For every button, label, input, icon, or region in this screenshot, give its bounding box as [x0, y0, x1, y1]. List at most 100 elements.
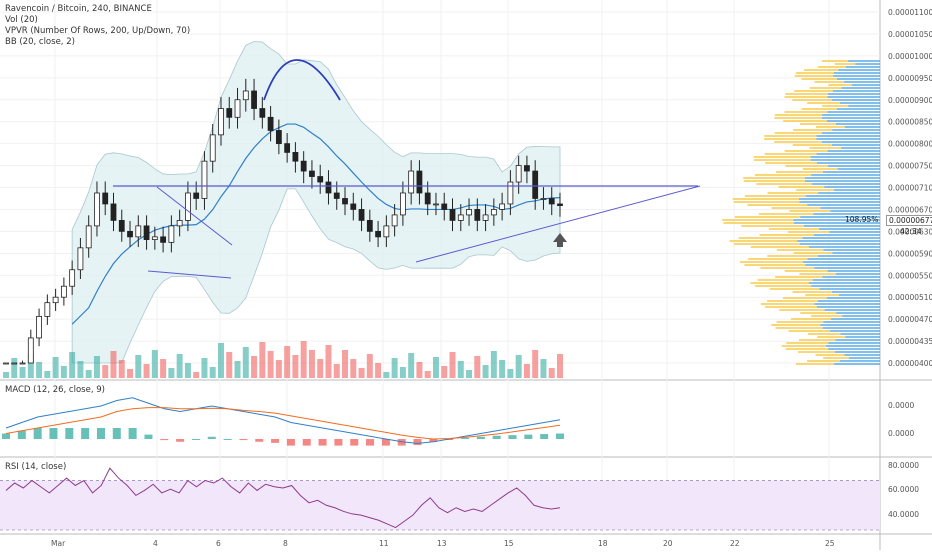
candle-body [209, 134, 216, 162]
vpvr-bar-down [767, 255, 819, 257]
vpvr-bar-down [795, 72, 834, 74]
volume-bar [292, 355, 299, 378]
vpvr-bar-up [798, 198, 880, 200]
vpvr-bar-down [797, 351, 835, 353]
vpvr-bar-down [739, 261, 803, 263]
volume-bar [151, 350, 158, 378]
price-tick-label: 0.00000510 [888, 293, 932, 302]
vpvr-bar-up [833, 189, 880, 191]
vpvr-bar-up [803, 225, 880, 227]
candle-body [532, 170, 539, 199]
candle-body [11, 362, 18, 365]
vpvr-bar-up [837, 168, 880, 170]
volume-bar [358, 368, 365, 378]
vpvr-bar-down [792, 291, 832, 293]
bb-indicator-label[interactable]: BB (20, close, 2) [5, 37, 75, 47]
candle-body [350, 203, 357, 210]
macd-histogram-bar [65, 428, 74, 439]
candle-body [226, 108, 233, 118]
candle-body [267, 116, 274, 131]
vpvr-bar-down [794, 75, 834, 77]
vpvr-bar-down [774, 132, 823, 134]
rsi-label[interactable]: RSI (14, close) [5, 462, 67, 472]
vpvr-bar-up [841, 147, 880, 149]
macd-histogram-bar [255, 439, 264, 442]
volume-bar [77, 361, 84, 378]
vpvr-bar-up [822, 132, 880, 134]
vpvr-bar-up [808, 282, 880, 284]
vpvr-bar-down [750, 282, 809, 284]
macd-label[interactable]: MACD (12, 26, close, 9) [5, 385, 105, 395]
volume-bar [333, 364, 340, 378]
vpvr-bar-up [836, 108, 880, 110]
macd-histogram-bar [350, 439, 359, 446]
vol-indicator-label[interactable]: Vol (20) [5, 15, 38, 25]
macd-tick-label: 0.0000 [888, 429, 914, 438]
price-tick-label: 0.00000710 [888, 184, 932, 193]
vpvr-bar-down [771, 207, 821, 209]
vpvr-bar-down [753, 156, 811, 158]
volume-bar [127, 369, 134, 378]
candle-body [399, 192, 406, 216]
vpvr-bar-down [748, 258, 808, 260]
time-tick-label: 11 [379, 539, 389, 548]
vpvr-bar-down [805, 294, 839, 296]
vpvr-bar-down [767, 300, 818, 302]
candle-body [193, 192, 200, 199]
vpvr-bar-down [784, 96, 828, 98]
candle-body [27, 337, 34, 364]
volume-bar [160, 359, 167, 378]
vpvr-bar-down [784, 111, 828, 113]
rsi-line [5, 467, 561, 529]
vpvr-bar-down [741, 225, 804, 227]
vpvr-bar-up [824, 186, 880, 188]
candle-body [408, 170, 415, 194]
price-tick-label: 0.00000630 [888, 227, 932, 236]
volume-bar [532, 350, 539, 378]
vpvr-bar-down [784, 270, 828, 272]
vpvr-bar-up [813, 234, 880, 236]
volume-bar [209, 367, 216, 378]
vpvr-bar-down [764, 138, 817, 140]
volume-bar [234, 361, 241, 378]
vpvr-bar-up [829, 330, 880, 332]
vpvr-bar-up [828, 165, 880, 167]
vpvr-bar-up [805, 264, 880, 266]
vpvr-bar-down [817, 336, 846, 338]
price-tick-label: 0.00001050 [888, 30, 932, 39]
vpvr-bar-up [833, 363, 880, 365]
vpvr-bar-up [835, 339, 880, 341]
candle-body [151, 236, 158, 241]
vpvr-bar-up [821, 141, 880, 143]
macd-histogram-bar [334, 439, 343, 446]
vpvr-bar-up [848, 357, 880, 359]
price-tick-label: 0.00000950 [888, 74, 932, 83]
candle-body [284, 143, 291, 153]
volume-bar [69, 352, 76, 378]
vpvr-bar-down [738, 237, 803, 239]
vpvr-bar-down [807, 333, 841, 335]
vpvr-bar-down [814, 81, 844, 83]
time-tick-label: 22 [730, 539, 740, 548]
candle-body [69, 269, 76, 287]
vpvr-indicator-label[interactable]: VPVR (Number Of Rows, 200, Up/Down, 70) [5, 26, 191, 36]
candle-body [259, 108, 266, 118]
rsi-tick-label: 40.0000 [888, 510, 919, 519]
volume-bar [375, 363, 382, 378]
vpvr-bar-down [747, 204, 808, 206]
candle-body [366, 220, 373, 232]
macd-histogram-bar [81, 428, 90, 439]
candle-body [325, 181, 332, 194]
countdown-tag: 42:34 [900, 227, 922, 236]
vpvr-bar-up [831, 144, 880, 146]
volume-bar [284, 346, 291, 378]
vpvr-bar-down [783, 120, 827, 122]
volume-bar [449, 352, 456, 378]
candle-body [490, 209, 497, 216]
volume-bar [168, 368, 175, 378]
vpvr-bar-down [782, 297, 827, 299]
symbol-title[interactable]: Ravencoin / Bitcoin, 240, BINANCE [5, 4, 152, 14]
candle-body [135, 225, 142, 238]
